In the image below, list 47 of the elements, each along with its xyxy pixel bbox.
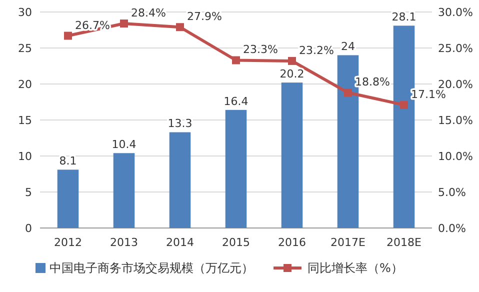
data-label: 8.1 xyxy=(59,154,77,168)
x-tick-label: 2014 xyxy=(166,236,194,249)
point xyxy=(344,88,352,97)
x-tick-label: 2015 xyxy=(222,236,250,249)
bar xyxy=(281,82,303,228)
point xyxy=(288,56,296,65)
x-tick-label: 2012 xyxy=(54,236,82,249)
data-label: 20.2 xyxy=(280,68,304,81)
x-tick-label: 2013 xyxy=(110,236,138,249)
x-tick-label: 2016 xyxy=(278,236,306,249)
y-tick-label: 0 xyxy=(25,222,32,235)
y2-tick-label: 5.0% xyxy=(438,186,466,199)
y-tick-label: 20 xyxy=(18,78,32,91)
data-label: 23.3% xyxy=(243,43,278,56)
bar xyxy=(225,110,247,228)
data-label: 24 xyxy=(341,40,355,54)
y2-tick-label: 10.0% xyxy=(438,150,473,163)
y-tick-label: 10 xyxy=(18,150,32,163)
y2-tick-label: 30.0% xyxy=(438,6,473,19)
data-label: 28.1 xyxy=(392,10,416,24)
x-tick-label: 2018E xyxy=(386,236,422,249)
point xyxy=(400,100,408,109)
data-label: 16.4 xyxy=(224,94,248,108)
bar xyxy=(113,153,135,228)
y2-tick-label: 15.0% xyxy=(438,114,473,127)
legend-label: 中国电子商务市场交易规模（万亿元） xyxy=(50,261,254,275)
y2-tick-label: 20.0% xyxy=(438,78,473,91)
point xyxy=(176,23,184,32)
bar xyxy=(169,132,191,228)
data-label: 23.2% xyxy=(299,44,334,57)
y2-tick-label: 0.0% xyxy=(438,222,466,235)
point xyxy=(120,20,128,28)
y2-tick-label: 25.0% xyxy=(438,42,473,55)
legend-label: 同比增长率（%） xyxy=(308,261,403,275)
data-label: 28.4% xyxy=(131,6,166,20)
bar xyxy=(57,170,79,228)
data-label: 26.7% xyxy=(75,18,110,32)
point xyxy=(64,32,72,40)
y-tick-label: 25 xyxy=(18,42,32,55)
data-label: 10.4 xyxy=(112,138,136,152)
point xyxy=(232,56,240,64)
y-tick-label: 5 xyxy=(25,186,32,199)
y-tick-label: 30 xyxy=(18,6,32,19)
x-tick-label: 2017E xyxy=(330,236,366,249)
data-label: 13.3 xyxy=(168,117,192,130)
y-tick-label: 15 xyxy=(18,114,32,127)
data-label: 27.9% xyxy=(187,10,222,24)
